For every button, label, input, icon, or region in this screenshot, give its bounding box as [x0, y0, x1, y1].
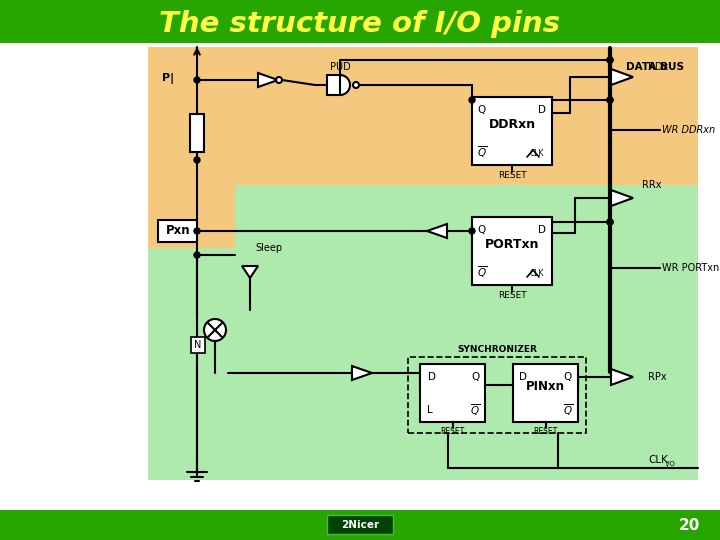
Polygon shape: [242, 266, 258, 278]
Bar: [0, 43, 720, 510]
Text: Pxn: Pxn: [166, 225, 190, 238]
Text: D: D: [519, 372, 527, 382]
Text: $\overline{Q}$: $\overline{Q}$: [477, 144, 487, 160]
Circle shape: [607, 219, 613, 225]
Bar: [0, 0, 720, 43]
Circle shape: [204, 319, 226, 341]
Text: CLK: CLK: [530, 148, 544, 158]
Text: $\overline{Q}$: $\overline{Q}$: [477, 264, 487, 280]
Circle shape: [194, 157, 200, 163]
Circle shape: [607, 97, 613, 103]
Polygon shape: [148, 185, 698, 480]
Text: WR PORTxn: WR PORTxn: [662, 263, 719, 273]
Circle shape: [607, 219, 613, 225]
Bar: [408, 357, 586, 433]
Text: PINxn: PINxn: [526, 380, 565, 393]
Text: 2Nicer: 2Nicer: [341, 520, 379, 530]
Text: RESET: RESET: [441, 428, 464, 436]
Bar: [420, 364, 485, 422]
Text: D: D: [538, 225, 546, 235]
Text: L: L: [427, 405, 433, 415]
Polygon shape: [611, 369, 633, 385]
Text: RRx: RRx: [642, 180, 662, 190]
Text: RPx: RPx: [648, 372, 667, 382]
Text: Q: Q: [478, 105, 486, 115]
Circle shape: [607, 57, 613, 63]
Circle shape: [194, 228, 200, 234]
Text: Sleep: Sleep: [255, 243, 282, 253]
Circle shape: [469, 228, 475, 234]
Polygon shape: [352, 366, 372, 380]
Bar: [0, 510, 720, 540]
Text: PUD: PUD: [330, 62, 351, 72]
Bar: [191, 337, 205, 353]
Text: CLK: CLK: [530, 268, 544, 278]
Text: RDx: RDx: [648, 62, 668, 72]
Polygon shape: [611, 69, 633, 85]
Circle shape: [353, 82, 359, 88]
Circle shape: [607, 97, 613, 103]
Text: $\overline{Q}$: $\overline{Q}$: [470, 402, 480, 418]
Polygon shape: [148, 47, 698, 392]
Text: I/O: I/O: [665, 461, 675, 467]
Text: RESET: RESET: [498, 292, 526, 300]
Polygon shape: [258, 73, 278, 87]
Circle shape: [469, 97, 475, 103]
Text: Q: Q: [478, 225, 486, 235]
Text: Q: Q: [471, 372, 479, 382]
Text: DDRxn: DDRxn: [488, 118, 536, 131]
Text: N: N: [194, 340, 202, 350]
Text: RESET: RESET: [498, 172, 526, 180]
Bar: [327, 515, 393, 534]
Text: D: D: [428, 372, 436, 382]
Wedge shape: [340, 75, 350, 95]
Text: DATA BUS: DATA BUS: [626, 62, 684, 72]
Text: Q: Q: [564, 372, 572, 382]
Text: WR DDRxn: WR DDRxn: [662, 125, 715, 135]
Text: CLK: CLK: [648, 455, 668, 465]
Circle shape: [276, 77, 282, 83]
Bar: [513, 364, 578, 422]
Bar: [472, 97, 552, 165]
Polygon shape: [427, 224, 447, 238]
Circle shape: [607, 57, 613, 63]
Bar: [0, 510, 720, 540]
Text: RESET: RESET: [534, 428, 557, 436]
Bar: [190, 114, 204, 152]
Bar: [0, 0, 720, 43]
Circle shape: [194, 252, 200, 258]
Text: PORTxn: PORTxn: [485, 238, 539, 251]
Bar: [158, 220, 197, 242]
Text: $\overline{Q}$: $\overline{Q}$: [563, 402, 573, 418]
Bar: [327, 75, 340, 95]
Text: 20: 20: [679, 517, 700, 532]
Text: The structure of I/O pins: The structure of I/O pins: [159, 10, 561, 38]
Circle shape: [194, 77, 200, 83]
Text: SYNCHRONIZER: SYNCHRONIZER: [457, 345, 537, 354]
Polygon shape: [611, 190, 633, 206]
Text: D: D: [538, 105, 546, 115]
Text: P|: P|: [162, 72, 174, 84]
Bar: [472, 217, 552, 285]
